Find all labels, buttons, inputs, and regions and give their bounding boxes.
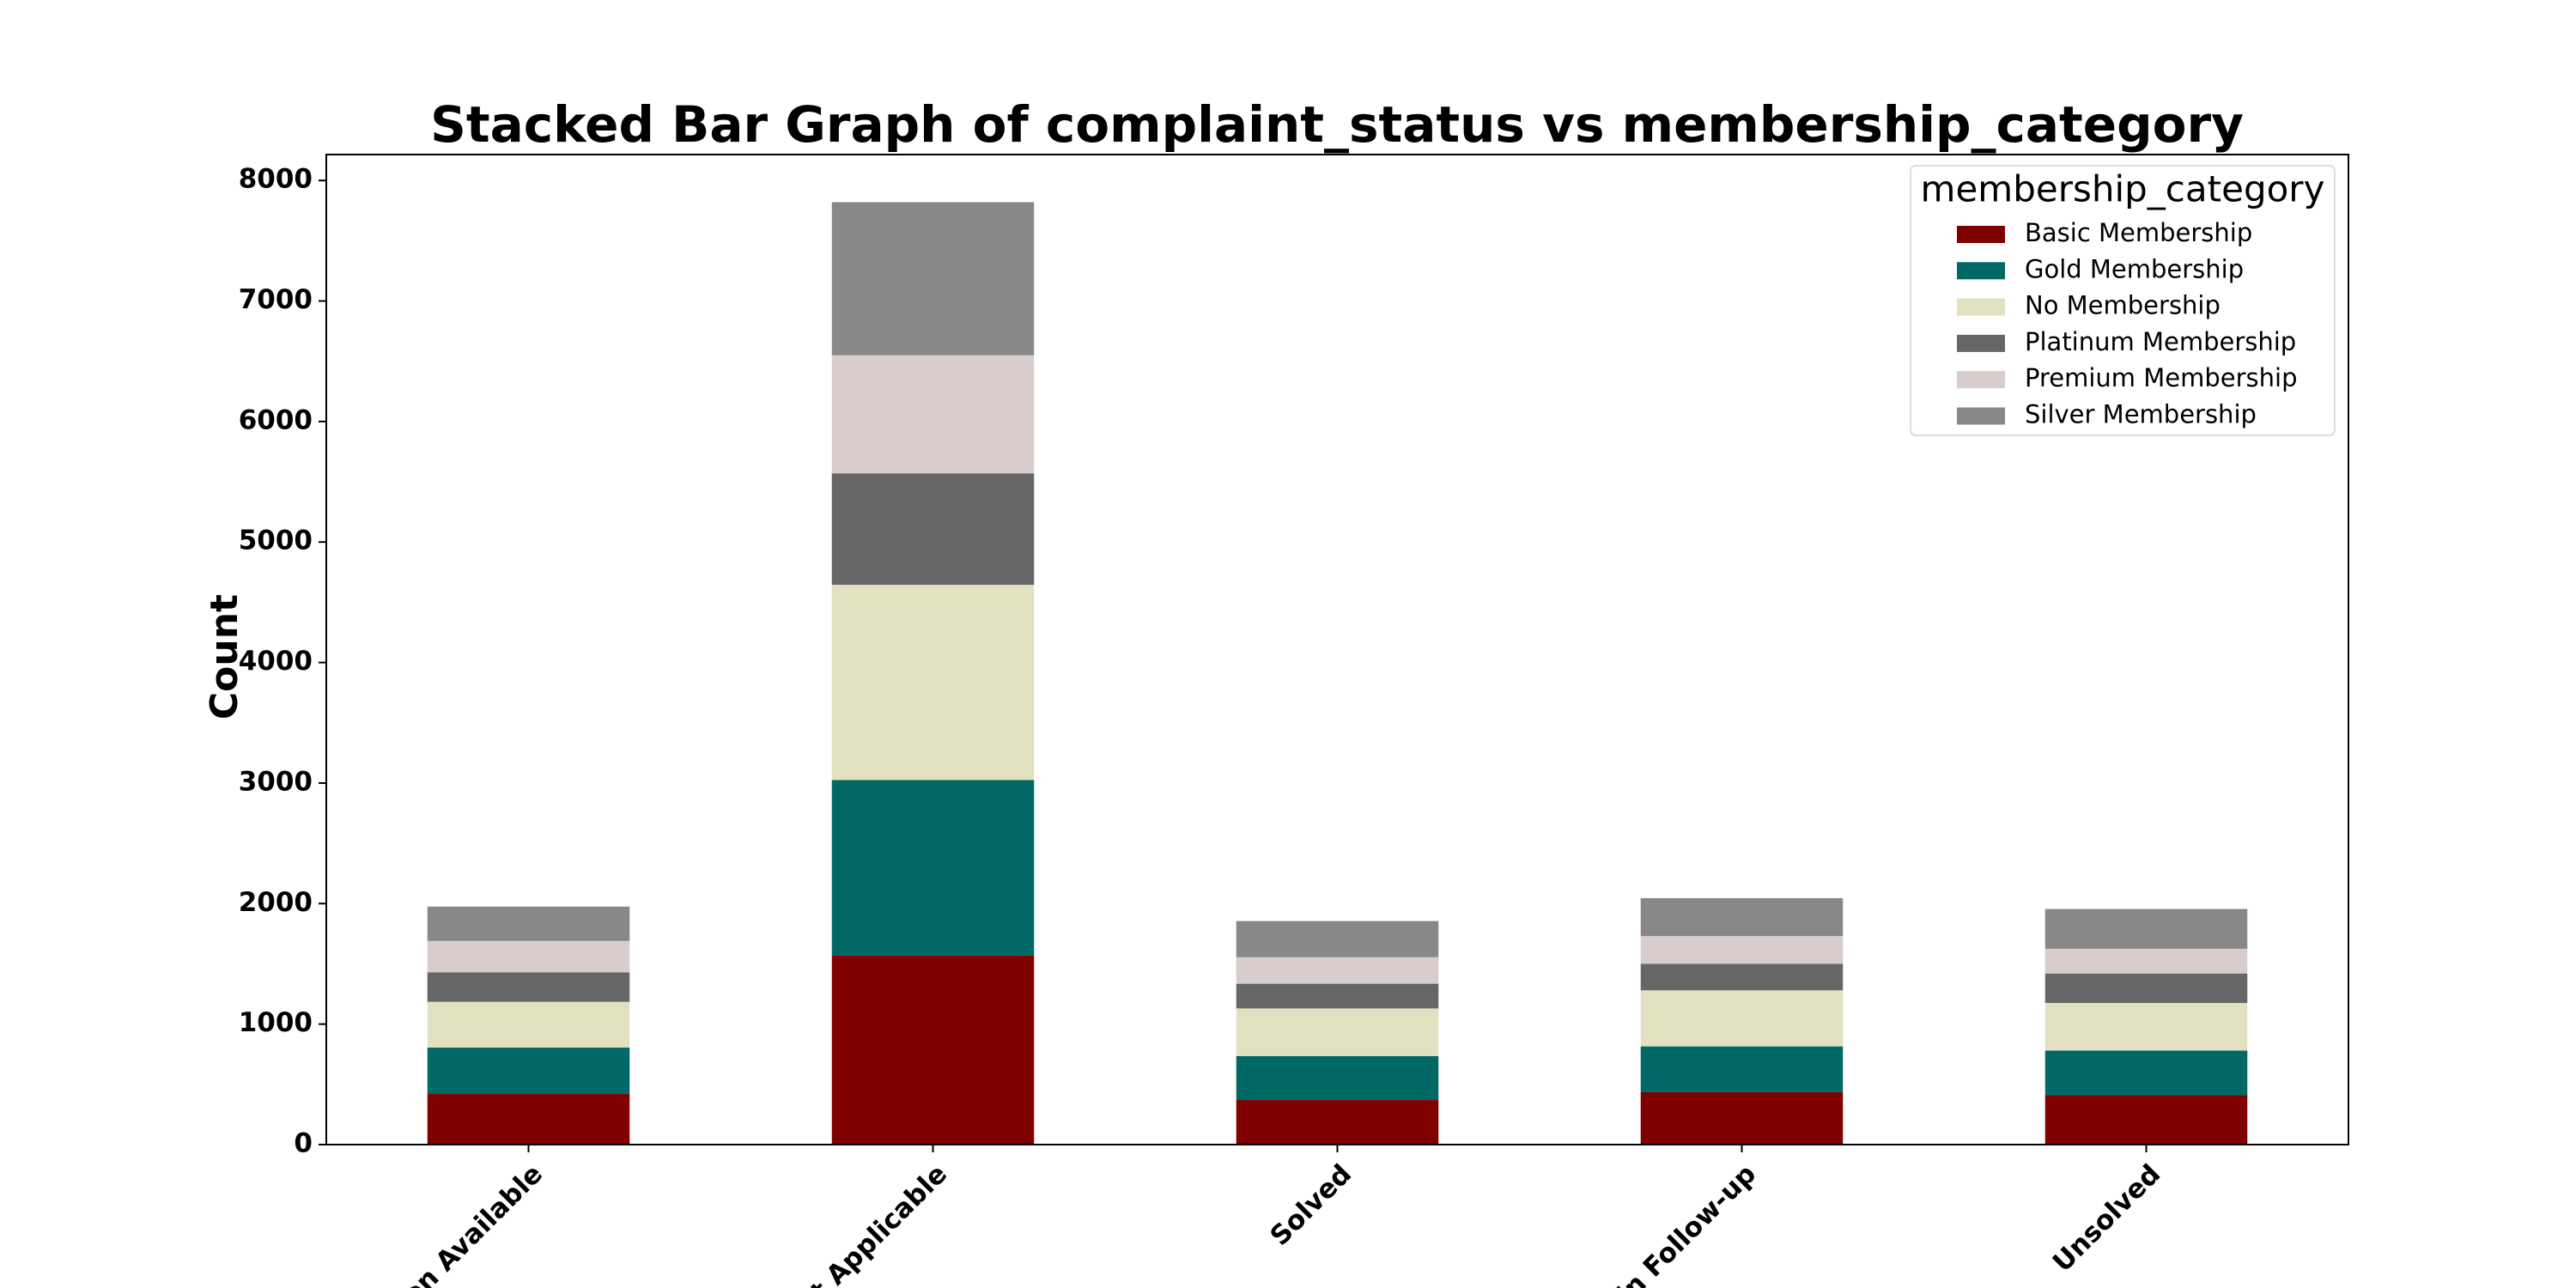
bar-segment	[831, 202, 1035, 355]
bar-segment	[1236, 1008, 1439, 1056]
legend-swatch	[1957, 298, 2005, 316]
legend-label: Basic Membership	[2025, 218, 2252, 247]
legend-label: No Membership	[2025, 291, 2221, 320]
x-tick-label: Solved	[1264, 1158, 1358, 1252]
y-tick-label: 8000	[239, 164, 313, 195]
bar-segment	[427, 1048, 630, 1095]
x-tick-label: Unsolved	[2047, 1158, 2166, 1278]
plot-frame	[325, 154, 2349, 1145]
bar-segment	[2044, 908, 2248, 949]
y-tick-label: 1000	[239, 1007, 313, 1038]
legend-title: membership_category	[1921, 168, 2325, 210]
bar-segment	[2044, 1050, 2248, 1096]
bar-segment	[831, 780, 1035, 956]
bar-segment	[2044, 1003, 2248, 1051]
bar-segment	[427, 906, 630, 941]
legend: membership_category Basic Membership Gold …	[1910, 165, 2336, 436]
bar-segment	[1640, 963, 1844, 991]
bar-segment	[1640, 897, 1844, 937]
legend-swatch	[1957, 407, 2005, 425]
y-tick-label: 7000	[239, 284, 313, 315]
bar-segment	[427, 1094, 630, 1145]
y-tick-label: 4000	[239, 646, 313, 677]
y-axis-label: Count	[203, 594, 246, 720]
bar-segment	[1236, 1055, 1439, 1101]
legend-label: Platinum Membership	[2025, 327, 2296, 356]
legend-label: Gold Membership	[2025, 254, 2244, 283]
bar-segment	[1640, 1091, 1844, 1145]
bar-segment	[831, 355, 1035, 474]
bar-segment	[1640, 1046, 1844, 1092]
chart-title: Stacked Bar Graph of complaint_status vs…	[430, 95, 2244, 154]
legend-swatch	[1957, 371, 2005, 389]
bar-segment	[1640, 990, 1844, 1047]
bar-segment	[831, 473, 1035, 586]
legend-swatch	[1957, 334, 2005, 352]
bar-segment	[1640, 936, 1844, 964]
x-tick-label: No Information Available	[263, 1158, 549, 1288]
bar-segment	[831, 585, 1035, 781]
legend-swatch	[1957, 262, 2005, 280]
y-tick-label: 6000	[239, 404, 313, 435]
y-tick-label: 3000	[239, 766, 313, 797]
bar-segment	[1236, 957, 1439, 984]
bar-segment	[427, 972, 630, 1002]
legend-label: Premium Membership	[2025, 363, 2298, 392]
bar-segment	[1236, 1100, 1439, 1145]
legend-swatch	[1957, 226, 2005, 243]
y-tick-label: 0	[294, 1128, 313, 1159]
bar-segment	[2044, 1095, 2248, 1145]
bar-segment	[2044, 973, 2248, 1004]
legend-box	[1910, 165, 2336, 436]
bar-segment	[2044, 948, 2248, 974]
bar-segment	[1236, 983, 1439, 1009]
bar-segment	[427, 940, 630, 973]
y-tick-label: 2000	[239, 887, 313, 918]
legend-label: Silver Membership	[2025, 400, 2257, 429]
bar-segment	[427, 1001, 630, 1048]
bar-segment	[831, 955, 1035, 1145]
y-tick-label: 5000	[239, 526, 313, 556]
bar-segment	[1236, 920, 1439, 957]
x-tick-label: Not Applicable	[776, 1158, 953, 1288]
x-tick-label: Solved in Follow-up	[1533, 1158, 1762, 1288]
